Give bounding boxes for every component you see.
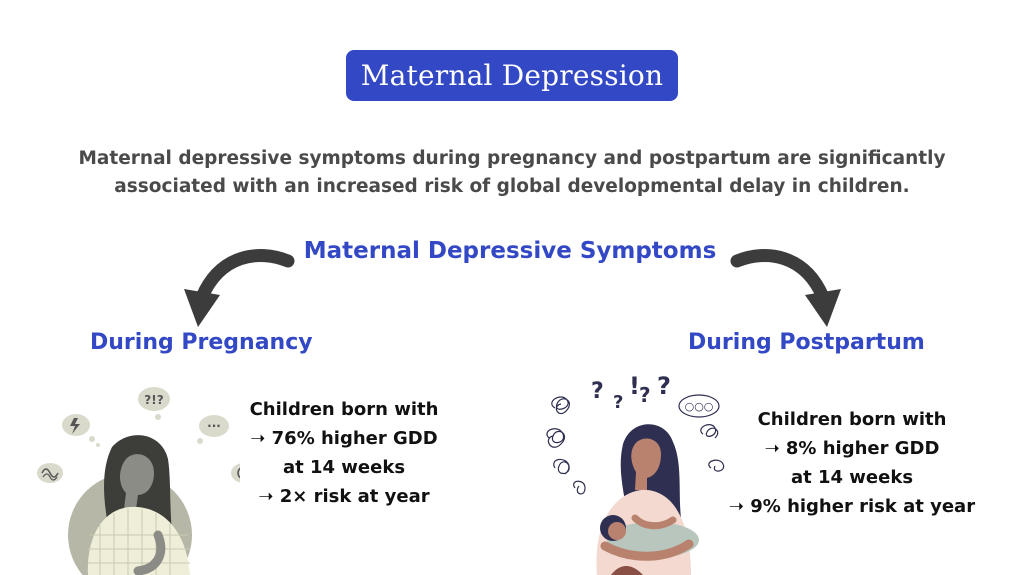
svg-text:○○○: ○○○	[685, 400, 714, 413]
svg-text:?: ?	[639, 383, 651, 407]
svg-text:?: ?	[657, 372, 671, 400]
anxious-thoughts-icon	[546, 396, 725, 495]
left-arrow-icon	[184, 249, 295, 327]
pregnancy-stat-line: Children born with	[249, 399, 439, 420]
pregnant-woman-illustration: ?!? ···	[37, 387, 240, 575]
summary-line-1: Maternal depressive symptoms during preg…	[78, 148, 946, 169]
postpartum-stat-line: at 14 weeks	[790, 467, 914, 488]
question-marks: ? ? ! ? ?	[591, 372, 671, 413]
right-arrow-icon	[730, 249, 841, 327]
pregnancy-stat-line: ➝ 76% higher GDD	[250, 428, 438, 449]
pregnancy-stat-line: ➝ 2× risk at year	[258, 486, 430, 507]
postpartum-stat-line: Children born with	[757, 409, 947, 430]
postpartum-stat-line: ➝ 8% higher GDD	[764, 438, 940, 459]
title-badge: Maternal Depression	[346, 50, 678, 101]
thought-bubbles: ?!? ···	[37, 387, 240, 483]
postpartum-stat-line: ➝ 9% higher risk at year	[728, 496, 976, 517]
svg-text:!: !	[629, 372, 640, 400]
pregnancy-stat-line: at 14 weeks	[282, 457, 406, 478]
page-title: Maternal Depression	[360, 59, 664, 92]
summary-line-2: associated with an increased risk of glo…	[114, 176, 910, 197]
mother-with-baby-illustration: ? ? ! ? ? ○○○	[546, 372, 725, 575]
svg-text:?: ?	[613, 392, 623, 413]
bubble-text: ?!?	[144, 393, 163, 407]
postpartum-stats: Children born with ➝ 8% higher GDD at 14…	[718, 405, 986, 521]
pregnancy-stats: Children born with ➝ 76% higher GDD at 1…	[236, 395, 452, 511]
pregnancy-heading: During Pregnancy	[90, 330, 313, 355]
postpartum-heading: During Postpartum	[688, 330, 925, 355]
svg-text:···: ···	[207, 419, 221, 433]
center-heading: Maternal Depressive Symptoms	[303, 238, 717, 264]
svg-text:?: ?	[591, 379, 604, 404]
summary-text: Maternal depressive symptoms during preg…	[40, 145, 984, 201]
